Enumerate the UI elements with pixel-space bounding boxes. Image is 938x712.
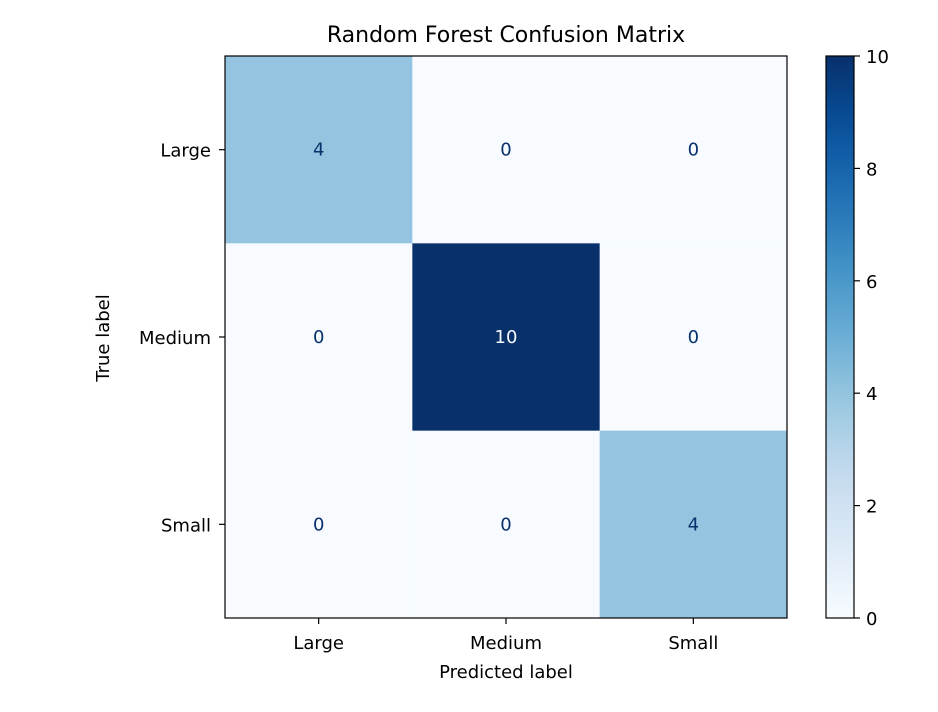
matrix-cell-value: 10 (495, 327, 518, 348)
matrix-cell-value: 0 (688, 327, 699, 348)
colorbar (825, 55, 855, 619)
colorbar-tick-label: 10 (866, 47, 889, 68)
matrix-cell (225, 56, 413, 244)
y-tick-label: Small (161, 515, 211, 536)
y-axis-ticks: Large Medium Small (139, 141, 225, 536)
x-axis-ticks: Large Medium Small (293, 618, 718, 654)
colorbar-tick-label: 2 (866, 497, 877, 518)
matrix-cell-value: 0 (313, 514, 324, 535)
matrix-cells (225, 56, 788, 619)
y-tick-label: Medium (139, 328, 211, 349)
matrix-cell (412, 430, 601, 619)
colorbar-tick-label: 8 (866, 159, 877, 180)
chart-title: Random Forest Confusion Matrix (327, 23, 685, 48)
colorbar-tick-label: 4 (866, 384, 877, 405)
matrix-cell-value: 0 (500, 514, 511, 535)
matrix-cell (599, 56, 788, 244)
matrix-cell (599, 243, 788, 432)
matrix-cell-value: 4 (313, 140, 324, 161)
matrix-cell-value: 0 (500, 140, 511, 161)
colorbar-tick-label: 6 (866, 272, 877, 293)
x-axis-label: Predicted label (439, 662, 573, 683)
matrix-cell (412, 243, 601, 432)
matrix-cell (412, 56, 601, 244)
x-tick-label: Large (293, 633, 344, 654)
x-tick-label: Small (668, 633, 718, 654)
matrix-cell-value: 4 (688, 514, 699, 535)
x-tick-label: Medium (470, 633, 542, 654)
matrix-cell-value: 0 (688, 140, 699, 161)
colorbar-tick-label: 0 (866, 609, 877, 630)
matrix-cell-labels: 4 0 0 0 10 0 0 0 4 (313, 140, 699, 536)
matrix-cell (225, 243, 413, 432)
y-axis-label: True label (93, 294, 114, 383)
y-tick-label: Large (160, 141, 211, 162)
matrix-cell (599, 430, 788, 619)
matrix-cell (225, 430, 413, 619)
matrix-cell-value: 0 (313, 327, 324, 348)
colorbar-ticks: 0 2 4 6 8 10 (854, 47, 889, 630)
